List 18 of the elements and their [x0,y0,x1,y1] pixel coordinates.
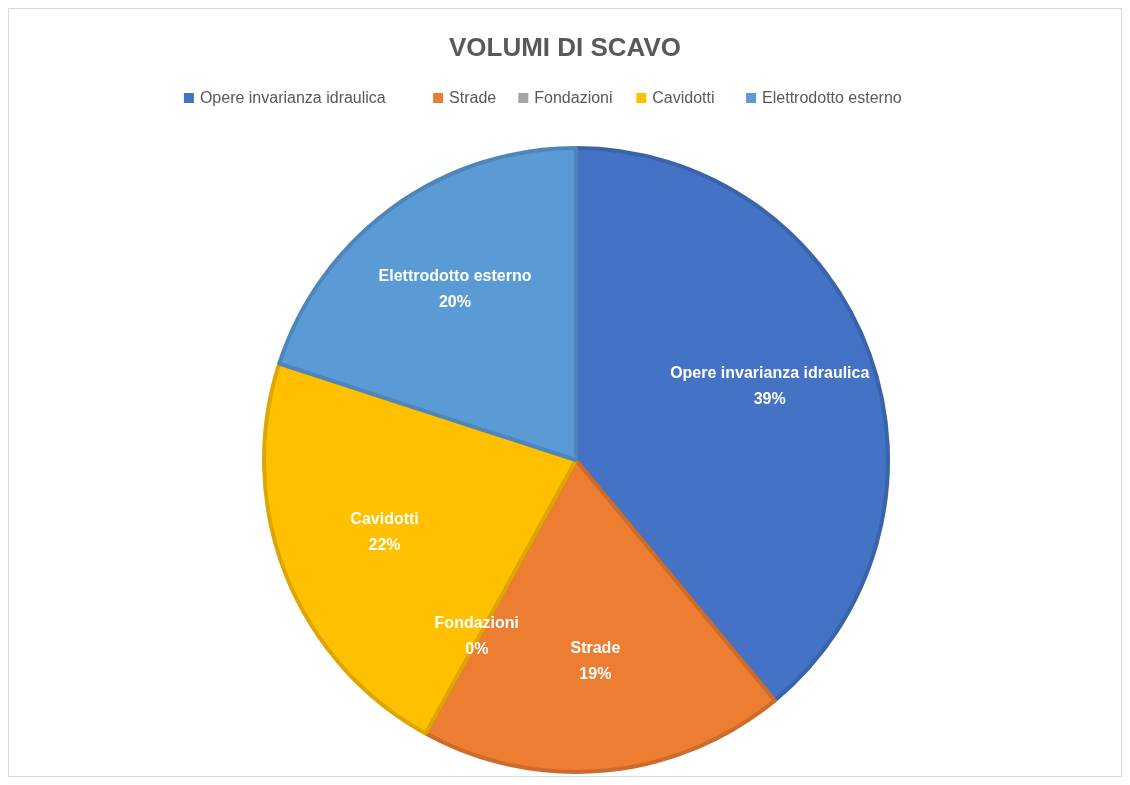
data-label: 20% [438,293,471,311]
pie-slice [423,458,777,774]
legend-label: Fondazioni [534,89,613,106]
legend-label: Strade [449,89,497,106]
legend-label: Elettrodotto esterno [762,89,902,106]
pie-slice [277,146,578,462]
data-label: 39% [753,390,786,408]
data-label: 19% [579,665,612,683]
slice-label: Strade [570,639,621,657]
data-label: 22% [368,535,401,553]
category-label: Fondazioni [434,614,520,632]
chart-title: VOLUMI DI SCAVO [448,32,682,62]
slice-label: Elettrodotto esterno [378,267,532,285]
legend-label: Cavidotti [652,89,715,106]
slice-label: Cavidotti [350,509,419,527]
slice-label: Opere invarianza idraulica [670,364,870,382]
text: 0% [465,640,489,658]
legend-label: Opere invarianza idraulica [199,89,386,106]
